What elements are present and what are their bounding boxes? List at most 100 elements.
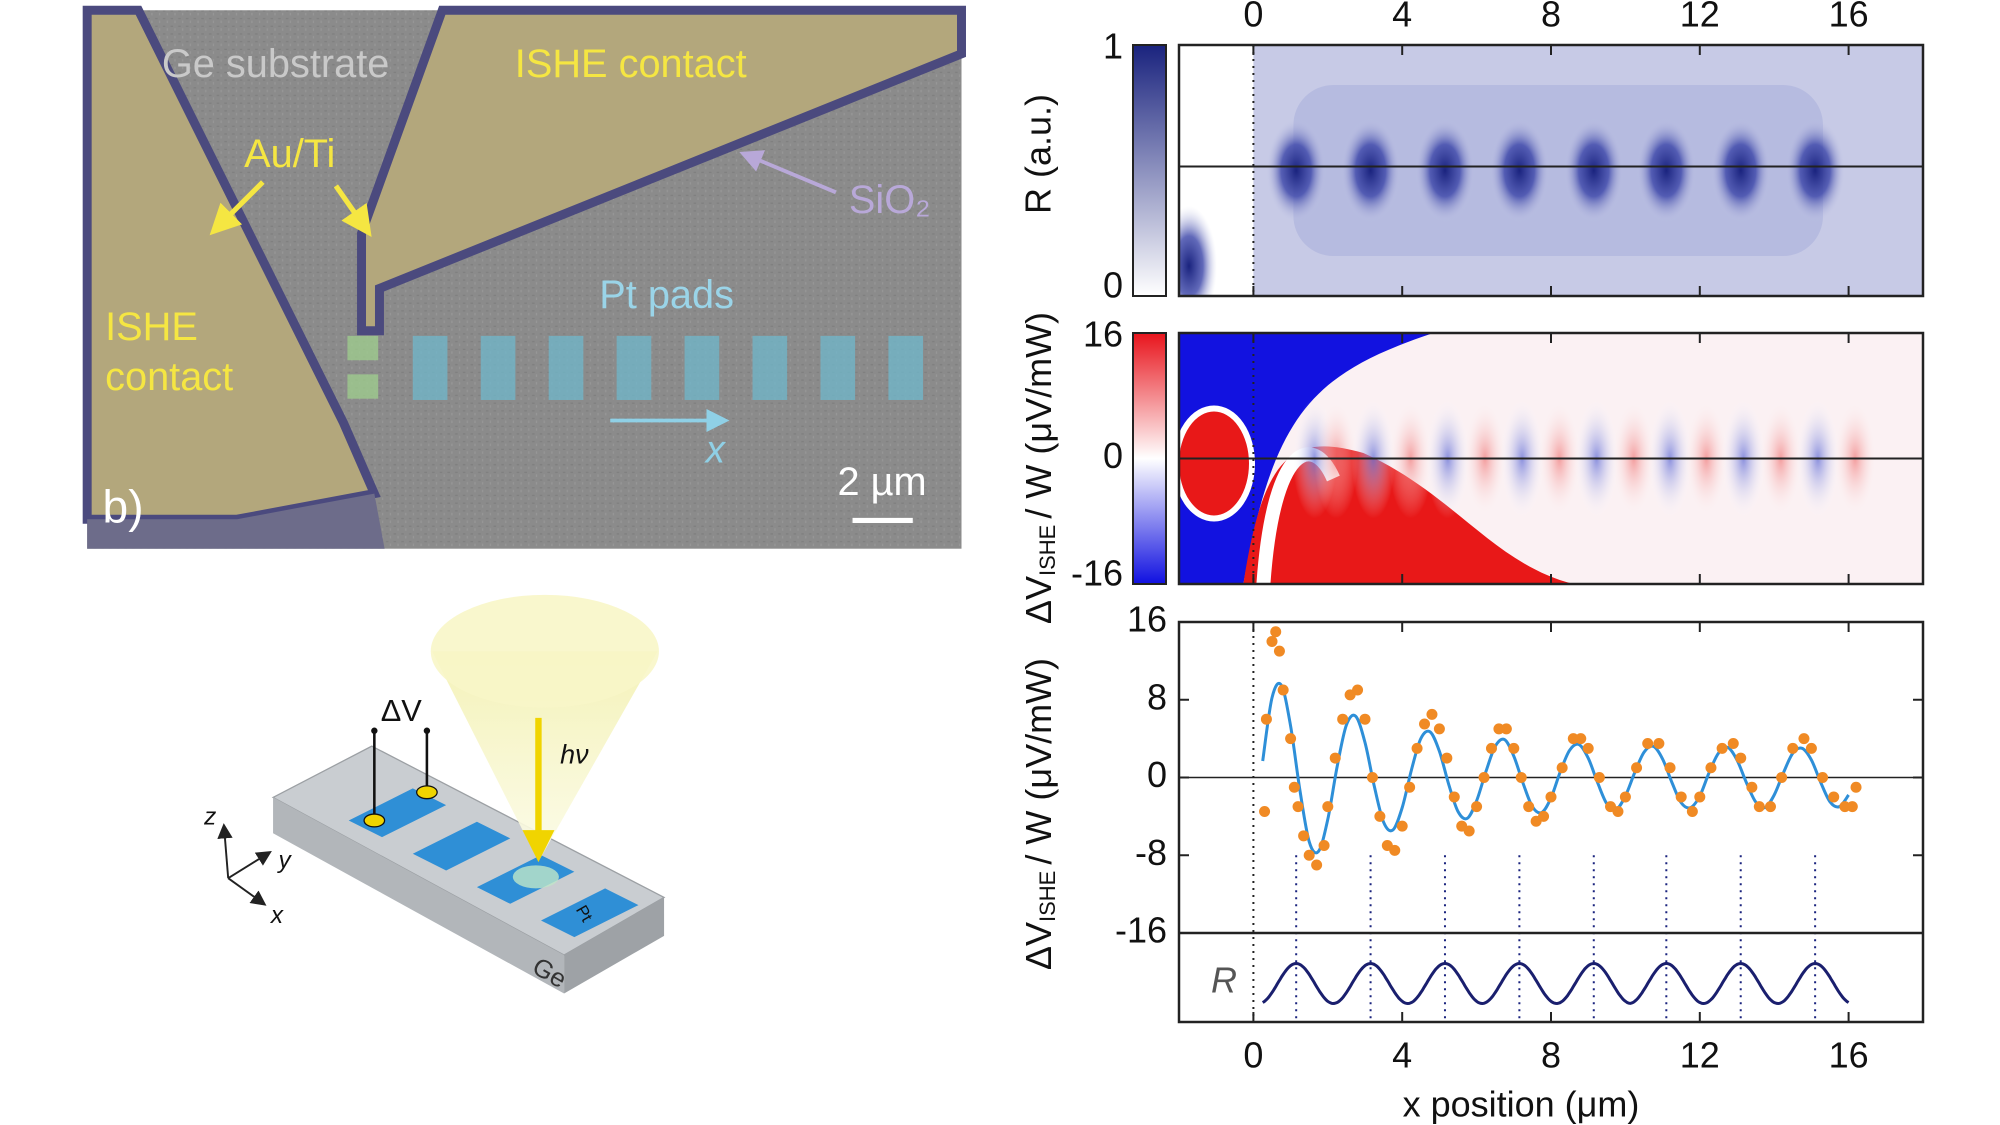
panel-label: b) xyxy=(103,480,144,532)
axis-arrow xyxy=(227,851,272,879)
data-point xyxy=(1288,781,1300,793)
label: ISHE contact xyxy=(515,42,747,86)
label: Pt pads xyxy=(599,273,734,317)
data-point xyxy=(1664,762,1676,774)
label-part: ΔV xyxy=(1018,576,1059,624)
r-curve xyxy=(1261,961,1850,1006)
contact-dot xyxy=(416,785,438,800)
data-point xyxy=(1500,723,1512,735)
data-point xyxy=(1273,645,1285,657)
y-axis-label: ΔVISHE / W (μV/mW) xyxy=(1018,312,1060,624)
data-point xyxy=(1764,801,1776,813)
data-point xyxy=(1478,772,1490,783)
label: x xyxy=(704,429,727,472)
heatmap-red xyxy=(1179,405,1255,522)
arrow xyxy=(333,184,372,237)
data-point xyxy=(1389,844,1401,856)
x-tick-label: 12 xyxy=(1680,1035,1720,1076)
data-point xyxy=(1359,713,1371,725)
heatmap-blob xyxy=(1636,118,1697,223)
data-point xyxy=(1485,742,1497,754)
arrow xyxy=(209,180,265,236)
data-point xyxy=(1260,713,1272,725)
plot-frame xyxy=(1177,620,1925,1024)
data-point xyxy=(1337,713,1349,725)
heatmap-blob xyxy=(1179,206,1217,296)
data-point xyxy=(1631,762,1643,774)
data-point xyxy=(1285,733,1297,745)
x-tick-label: 4 xyxy=(1392,0,1412,35)
right-contact xyxy=(357,5,966,336)
data-point xyxy=(1318,840,1330,852)
x-tick-label: 8 xyxy=(1541,0,1561,35)
data-point xyxy=(1575,733,1587,745)
schematic: ΔV hν Pt Ge z y x xyxy=(203,594,666,994)
data-point xyxy=(1653,737,1665,749)
data-point xyxy=(1374,810,1386,822)
data-point xyxy=(1612,806,1624,818)
y-axis-label: ΔVISHE / W (μV/mW) xyxy=(1018,658,1060,970)
data-point xyxy=(1441,752,1453,764)
pt-pad xyxy=(480,335,516,400)
axis-arrow xyxy=(217,823,233,879)
heatmap xyxy=(1179,45,1923,296)
data-point xyxy=(1311,859,1323,871)
data-point xyxy=(1471,801,1483,813)
colorbar-tick-label: 0 xyxy=(1103,435,1123,476)
heatmap-blob xyxy=(1489,118,1550,223)
label-part: ISHE xyxy=(1035,525,1060,576)
bottom-oxide xyxy=(87,493,385,549)
contact-dot xyxy=(363,813,386,828)
data-point xyxy=(1694,791,1706,803)
label: hν xyxy=(560,739,589,769)
pt-pad xyxy=(412,335,448,400)
data-point xyxy=(1515,772,1527,783)
label: contact xyxy=(105,355,233,399)
label-part: / W (μV/mW) xyxy=(1018,658,1059,865)
heatmap-blob xyxy=(1340,118,1401,223)
data-point xyxy=(1776,772,1788,783)
x-tick-label: 0 xyxy=(1243,1035,1263,1076)
micrograph: Ge substrate ISHE contact Au/Ti SiO₂ ISH… xyxy=(82,5,966,549)
arrow xyxy=(739,150,837,195)
label-part: / W (μV/mW) xyxy=(1018,312,1059,519)
label: SiO₂ xyxy=(849,178,931,222)
data-point xyxy=(1259,806,1271,818)
slab-front xyxy=(273,797,565,994)
data-point xyxy=(1396,820,1408,832)
data-point xyxy=(1746,781,1758,793)
pt-pad xyxy=(548,335,584,400)
data-point xyxy=(1322,801,1334,813)
slab-side xyxy=(564,897,665,994)
data-point xyxy=(1277,684,1289,696)
data-point xyxy=(1642,737,1654,749)
data-point xyxy=(1523,801,1535,813)
colorbar-tick-label: 1 xyxy=(1103,26,1123,67)
data-point xyxy=(1787,742,1799,754)
colorbar xyxy=(1132,44,1167,297)
label: ΔV xyxy=(381,693,423,728)
inset-label: R xyxy=(1211,960,1237,1001)
y-tick-label: 16 xyxy=(1127,599,1167,640)
data-point xyxy=(1419,718,1431,730)
pad xyxy=(412,821,511,871)
x-tick-label: 16 xyxy=(1829,0,1869,35)
data-point xyxy=(1716,742,1728,754)
data-point xyxy=(1735,752,1747,764)
label: x xyxy=(270,902,284,929)
data-point xyxy=(1329,752,1341,764)
light-cone xyxy=(432,651,658,862)
pt-pad xyxy=(616,335,652,400)
heatmap xyxy=(1179,333,1923,584)
pt-pad xyxy=(820,335,856,400)
data-point xyxy=(1705,762,1717,774)
data-point xyxy=(1303,849,1315,861)
label: Ge substrate xyxy=(162,42,389,86)
x-tick-label: 8 xyxy=(1541,1035,1561,1076)
data-point xyxy=(1675,791,1687,803)
small-pad xyxy=(347,335,379,361)
data-point xyxy=(1582,742,1594,754)
data-point xyxy=(1545,791,1557,803)
data-point xyxy=(1556,762,1568,774)
